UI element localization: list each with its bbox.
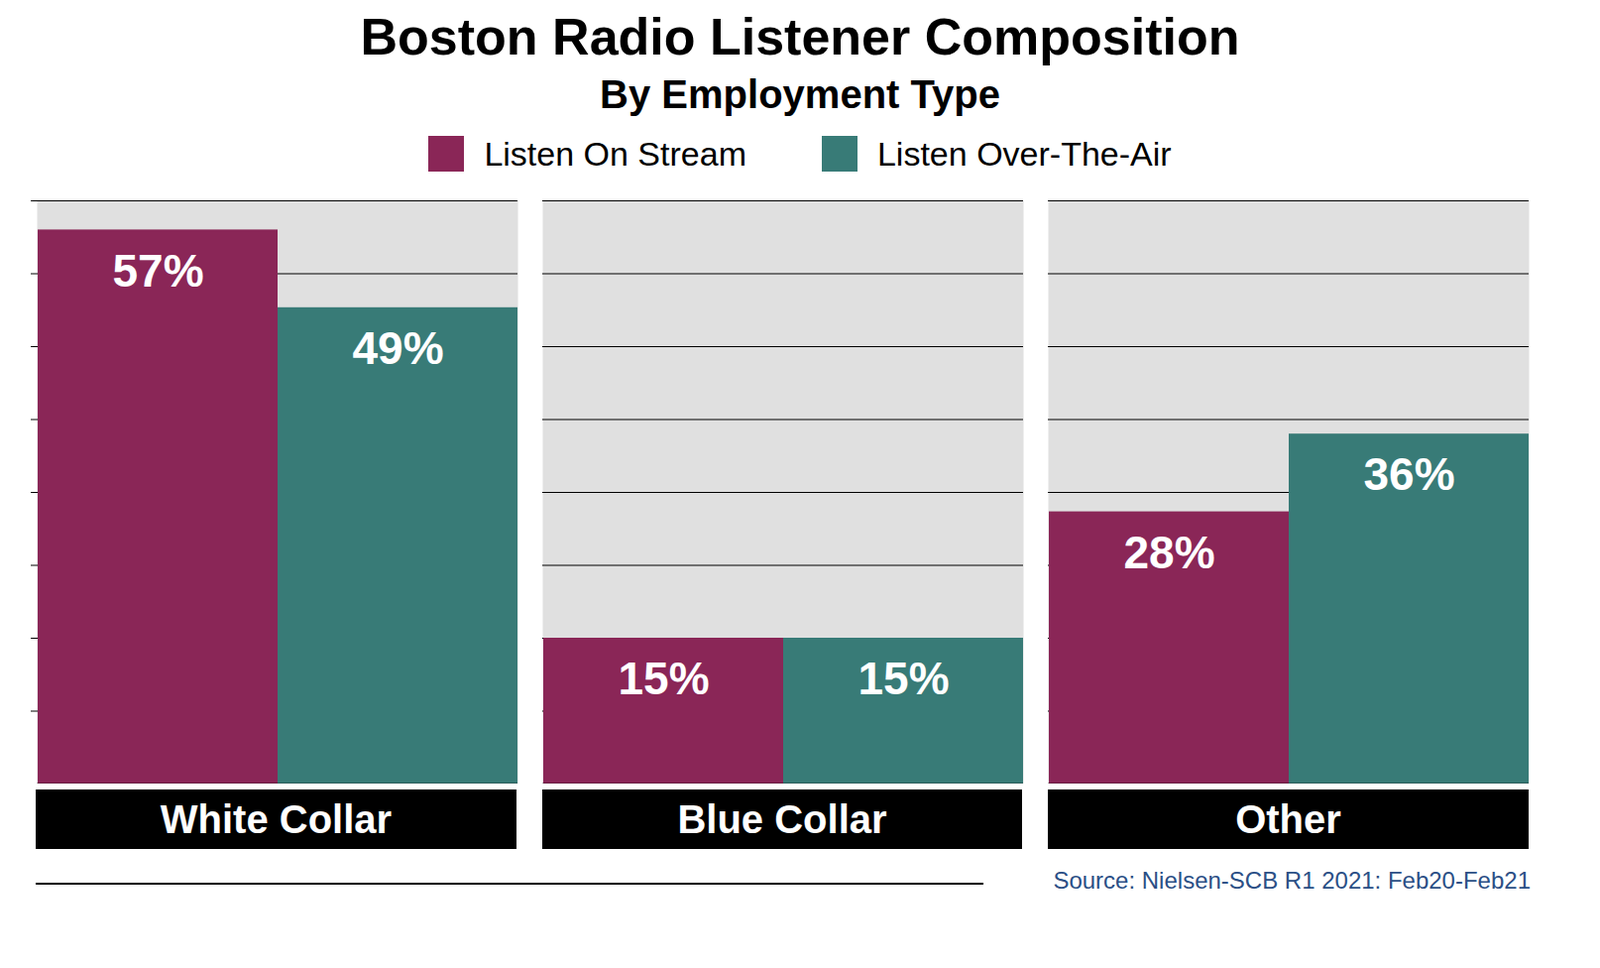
html-text:By Employment Type: By Employment Type	[599, 72, 1001, 116]
html-text:Blue Collar: Blue Collar	[677, 797, 887, 841]
html-text:Source: Nielsen-SCB R1 2021: F: Source: Nielsen-SCB R1 2021: Feb20-Feb21	[1053, 866, 1531, 894]
html-text:Listen Over-The-Air: Listen Over-The-Air	[877, 134, 1172, 173]
html-text:Other: Other	[1235, 797, 1342, 841]
svg-text:57%: 57%	[112, 244, 204, 297]
html-text:Boston Radio Listener Composit: Boston Radio Listener Composition	[360, 7, 1240, 66]
html-text:Listen On Stream: Listen On Stream	[484, 134, 747, 173]
svg-text:15%: 15%	[857, 652, 949, 704]
html-text:White Collar: White Collar	[160, 797, 392, 841]
svg-text:36%: 36%	[1363, 448, 1455, 500]
svg-text:49%: 49%	[351, 322, 444, 374]
svg-text:28%: 28%	[1123, 526, 1215, 578]
svg-text:15%: 15%	[617, 652, 709, 704]
